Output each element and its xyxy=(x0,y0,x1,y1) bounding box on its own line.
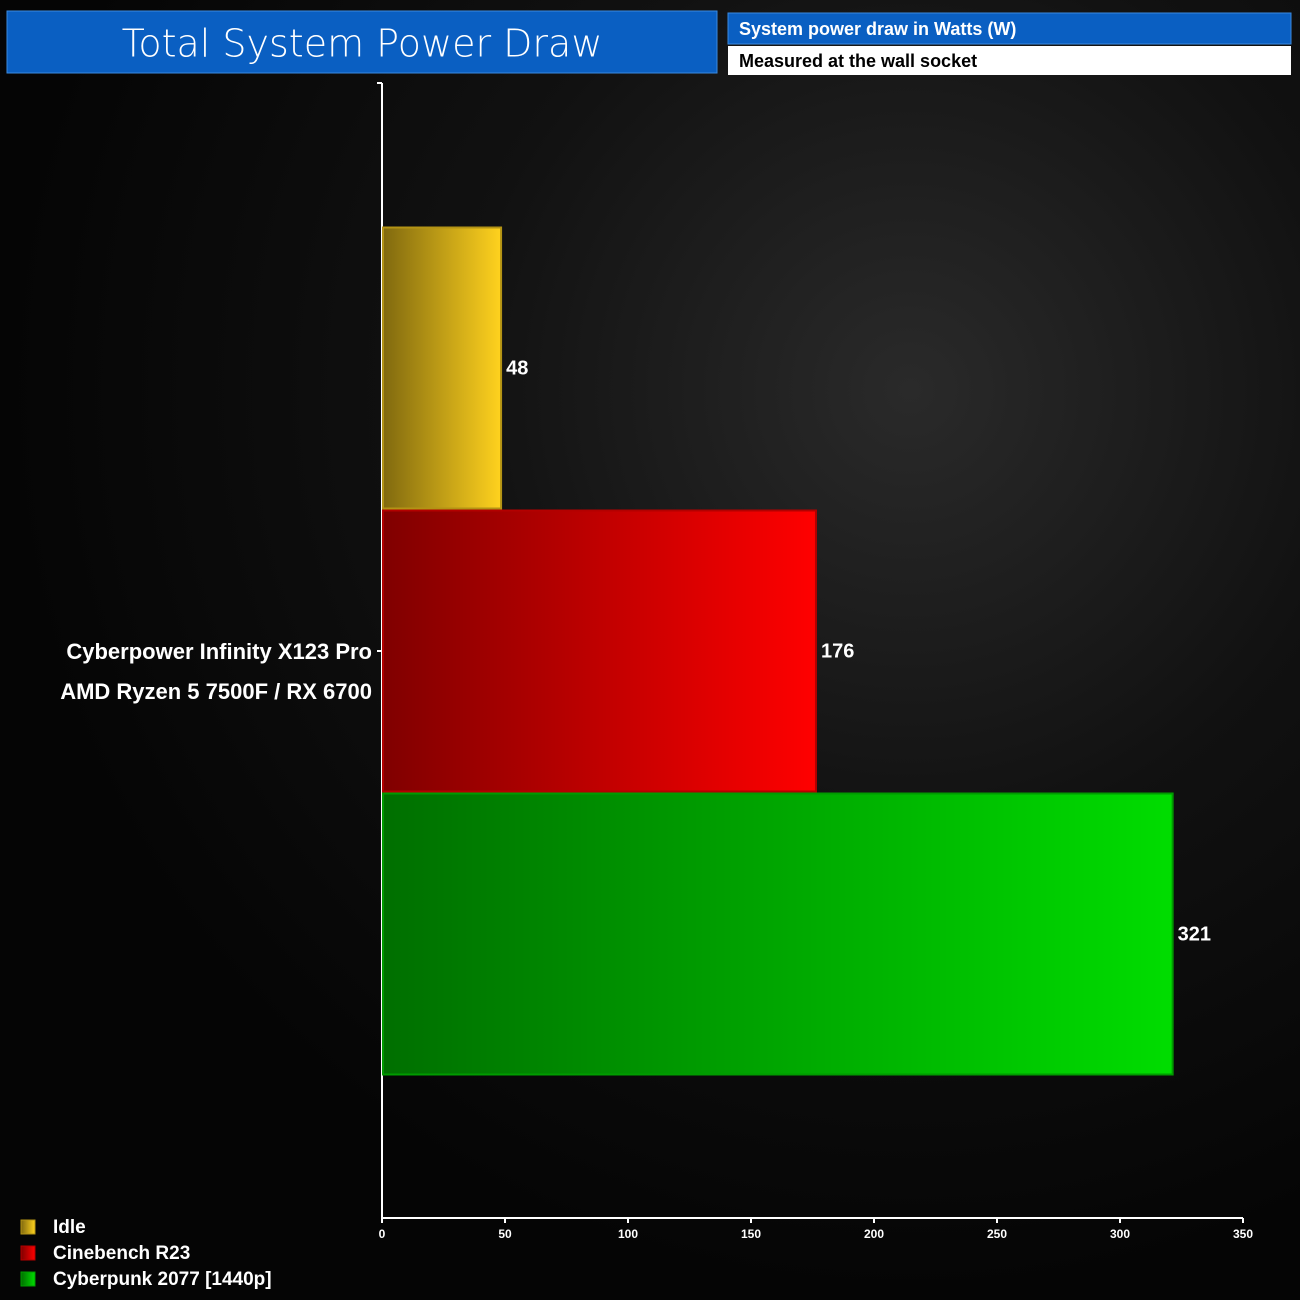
legend-label: Cyberpunk 2077 [1440p] xyxy=(53,1269,272,1290)
value-label: 176 xyxy=(821,640,854,662)
subtitle: System power draw in Watts (W) xyxy=(739,19,1016,39)
x-tick-label: 350 xyxy=(1233,1227,1253,1241)
bar xyxy=(382,792,1174,1076)
x-tick-label: 300 xyxy=(1110,1227,1130,1241)
note-box xyxy=(728,46,1291,75)
category-label: Cyberpower Infinity X123 Pro AMD Ryzen 5… xyxy=(60,639,372,704)
x-tick-label: 0 xyxy=(379,1227,386,1241)
legend-swatch xyxy=(20,1271,36,1287)
x-tick-label: 100 xyxy=(618,1227,638,1241)
x-tick-label: 250 xyxy=(987,1227,1007,1241)
bar xyxy=(382,509,817,793)
note: Measured at the wall socket xyxy=(739,51,977,71)
title-box xyxy=(6,10,718,74)
chart-title: Total System Power Draw xyxy=(122,22,603,66)
legend-swatch xyxy=(20,1219,36,1235)
legend-label: Idle xyxy=(53,1217,86,1238)
legend-swatch xyxy=(20,1245,36,1261)
x-tick-label: 50 xyxy=(498,1227,512,1241)
legend-label: Cinebench R23 xyxy=(53,1243,190,1264)
subtitle-box xyxy=(727,12,1292,45)
x-tick-label: 200 xyxy=(864,1227,884,1241)
value-label: 48 xyxy=(506,357,528,379)
value-label: 321 xyxy=(1178,923,1211,945)
x-tick-label: 150 xyxy=(741,1227,761,1241)
bar xyxy=(382,226,503,510)
